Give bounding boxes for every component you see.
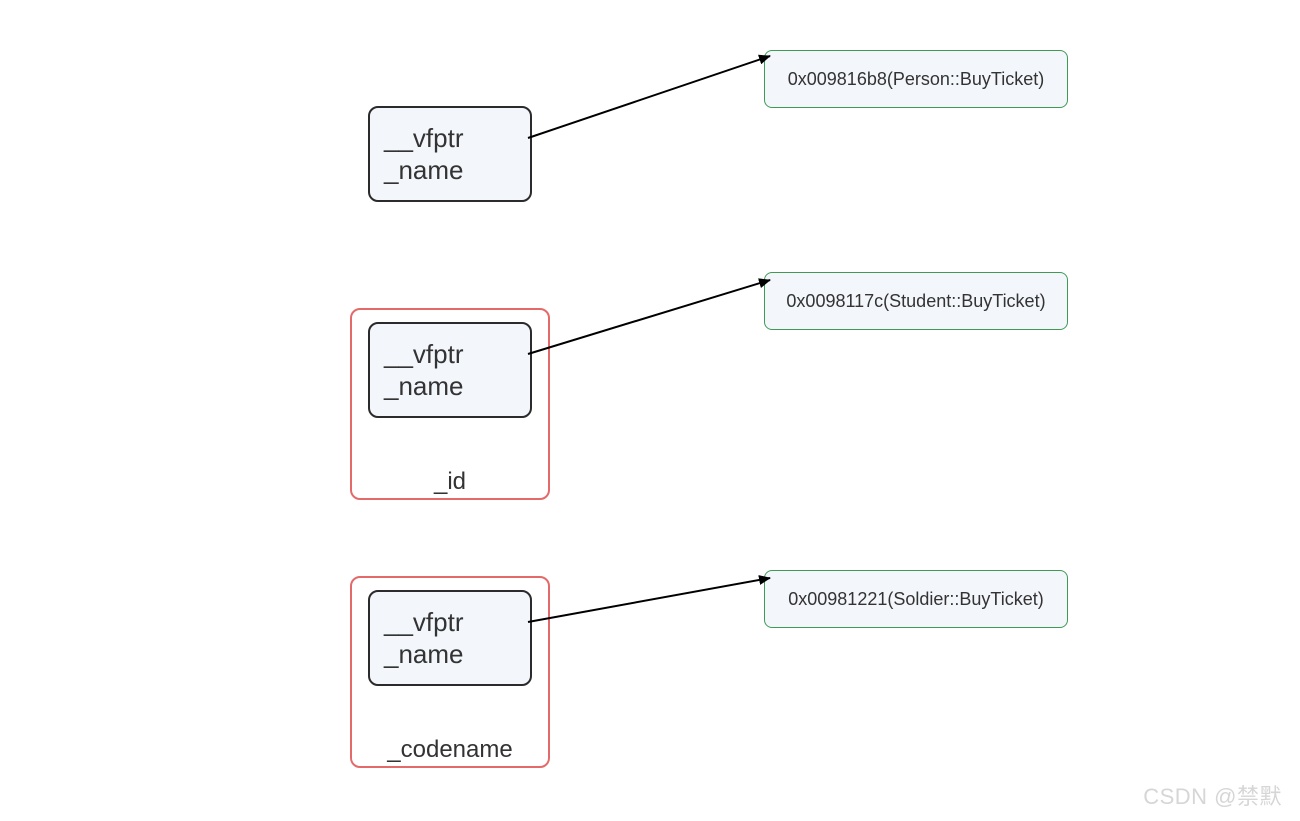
student-id-label: _id	[352, 468, 548, 496]
student-base-box: __vfptr _name	[368, 322, 532, 418]
person-name-label: _name	[384, 154, 516, 187]
person-vfptr-label: __vfptr	[384, 122, 516, 155]
student-vtable-entry: 0x0098117c(Student::BuyTicket)	[764, 272, 1068, 330]
soldier-vfptr-label: __vfptr	[384, 606, 516, 639]
soldier-name-label: _name	[384, 638, 516, 671]
person-vtable-entry: 0x009816b8(Person::BuyTicket)	[764, 50, 1068, 108]
arrow-layer	[0, 0, 1300, 821]
soldier-vtable-text: 0x00981221(Soldier::BuyTicket)	[788, 589, 1043, 610]
person-object-box: __vfptr _name	[368, 106, 532, 202]
soldier-vtable-entry: 0x00981221(Soldier::BuyTicket)	[764, 570, 1068, 628]
soldier-base-box: __vfptr _name	[368, 590, 532, 686]
soldier-codename-label: _codename	[352, 736, 548, 764]
vtable-diagram: __vfptr _name _id __vfptr _name _codenam…	[0, 0, 1300, 821]
student-name-label: _name	[384, 370, 516, 403]
watermark-text: CSDN @禁默	[1143, 779, 1282, 811]
student-vtable-text: 0x0098117c(Student::BuyTicket)	[786, 291, 1045, 312]
student-vfptr-label: __vfptr	[384, 338, 516, 371]
person-vtable-text: 0x009816b8(Person::BuyTicket)	[788, 69, 1044, 90]
